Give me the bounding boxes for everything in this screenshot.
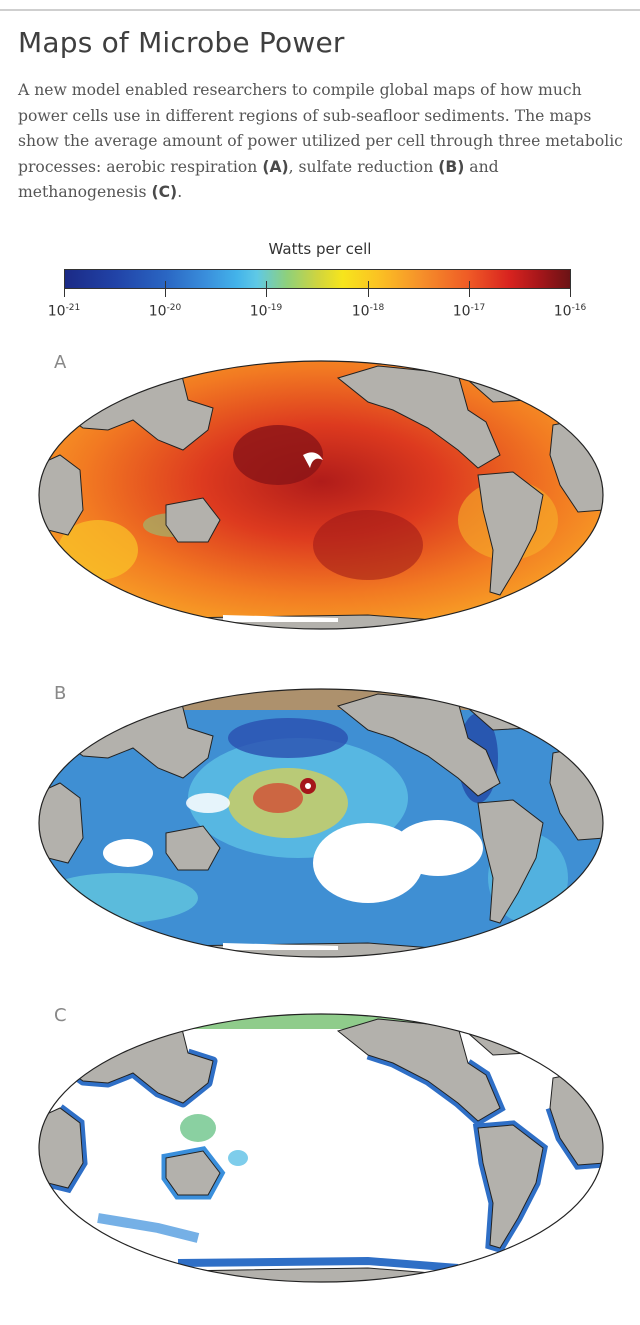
colorbar-tick <box>165 281 166 297</box>
colorbar-tick <box>469 281 470 297</box>
colorbar-tick-label: 10-17 <box>452 303 486 320</box>
description: A new model enabled researchers to compi… <box>18 81 623 201</box>
colorbar-tick-label: 10-18 <box>351 303 385 320</box>
top-divider <box>0 9 640 11</box>
colorbar-tick-label: 10-21 <box>47 303 81 320</box>
colorbar-tick <box>64 281 65 297</box>
map-aerobic-respiration <box>38 360 604 630</box>
panel-label-c: C <box>54 1005 67 1026</box>
colorbar-tick <box>368 281 369 297</box>
colorbar-tick-label: 10-19 <box>249 303 283 320</box>
colorbar-tick <box>266 281 267 297</box>
colorbar <box>64 269 571 289</box>
colorbar-tick <box>570 281 571 297</box>
map-methanogenesis <box>38 1013 604 1283</box>
panel-label-b: B <box>54 683 67 704</box>
panel-label-a: A <box>54 352 67 373</box>
map-sulfate-reduction <box>38 688 604 958</box>
colorbar-tick-label: 10-20 <box>148 303 182 320</box>
colorbar-tick-label: 10-16 <box>553 303 587 320</box>
page-title: Maps of Microbe Power <box>18 26 345 59</box>
colorbar-title: Watts per cell <box>268 240 372 258</box>
